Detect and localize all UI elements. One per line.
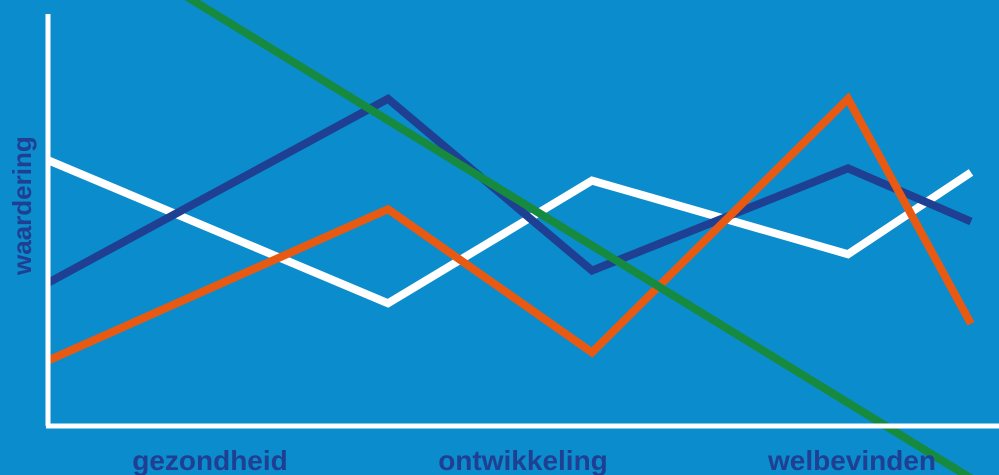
x-tick-label: welbevinden: [767, 445, 936, 475]
lines-layer: [46, 0, 975, 475]
x-tick-label: gezondheid: [132, 445, 288, 475]
series-line-2: [46, 93, 973, 287]
x-tick-label: ontwikkeling: [438, 445, 608, 475]
series-line-1: [46, 156, 974, 308]
series-line-3: [46, 92, 975, 365]
x-tick-labels: gezondheid ontwikkeling welbevinden: [132, 445, 936, 475]
series-line-4: [184, 0, 974, 475]
y-axis-label: waardering: [7, 136, 37, 276]
